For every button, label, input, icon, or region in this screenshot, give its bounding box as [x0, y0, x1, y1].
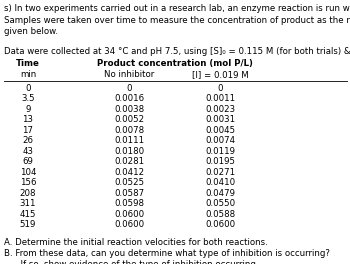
Text: 9: 9: [25, 105, 31, 114]
Text: Product concentration (mol P/L): Product concentration (mol P/L): [97, 59, 253, 68]
Text: 0.0410: 0.0410: [205, 178, 236, 187]
Text: s) In two experiments carried out in a research lab, an enzyme reaction is run w: s) In two experiments carried out in a r…: [4, 4, 350, 13]
Text: Time: Time: [16, 59, 40, 68]
Text: 69: 69: [22, 157, 34, 166]
Text: 156: 156: [20, 178, 36, 187]
Text: 0.0479: 0.0479: [205, 189, 236, 198]
Text: 3.5: 3.5: [21, 94, 35, 103]
Text: 0.0074: 0.0074: [205, 136, 236, 145]
Text: 208: 208: [20, 189, 36, 198]
Text: 104: 104: [20, 168, 36, 177]
Text: 0.0045: 0.0045: [205, 126, 236, 135]
Text: 13: 13: [22, 115, 34, 124]
Text: 43: 43: [22, 147, 34, 156]
Text: 26: 26: [22, 136, 34, 145]
Text: 0.0587: 0.0587: [114, 189, 145, 198]
Text: 415: 415: [20, 210, 36, 219]
Text: 0.0111: 0.0111: [114, 136, 145, 145]
Text: 0.0031: 0.0031: [205, 115, 236, 124]
Text: B. From these data, can you determine what type of inhibition is occurring?: B. From these data, can you determine wh…: [4, 249, 329, 258]
Text: 0.0016: 0.0016: [114, 94, 145, 103]
Text: 0: 0: [218, 84, 223, 93]
Text: 0.0598: 0.0598: [114, 199, 145, 208]
Text: 17: 17: [22, 126, 34, 135]
Text: 0.0600: 0.0600: [205, 220, 236, 229]
Text: min: min: [20, 70, 36, 79]
Text: A. Determine the initial reaction velocities for both reactions.: A. Determine the initial reaction veloci…: [4, 238, 267, 247]
Text: 0.0078: 0.0078: [114, 126, 145, 135]
Text: 0.0525: 0.0525: [114, 178, 145, 187]
Text: 0.0271: 0.0271: [205, 168, 236, 177]
Text: If so, show evidence of the type of inhibition occurring.: If so, show evidence of the type of inhi…: [4, 260, 258, 264]
Text: 0: 0: [127, 84, 132, 93]
Text: Data were collected at 34 °C and pH 7.5, using [S]₀ = 0.115 M (for both trials) : Data were collected at 34 °C and pH 7.5,…: [4, 46, 350, 56]
Text: 0.0412: 0.0412: [114, 168, 145, 177]
Text: 0.0281: 0.0281: [114, 157, 145, 166]
Text: 0.0550: 0.0550: [205, 199, 236, 208]
Text: No inhibitor: No inhibitor: [104, 70, 155, 79]
Text: 0.0588: 0.0588: [205, 210, 236, 219]
Text: 0.0023: 0.0023: [205, 105, 236, 114]
Text: 0.0600: 0.0600: [114, 210, 145, 219]
Text: 0.0052: 0.0052: [114, 115, 145, 124]
Text: 0.0011: 0.0011: [205, 94, 236, 103]
Text: 0.0119: 0.0119: [205, 147, 236, 156]
Text: 311: 311: [20, 199, 36, 208]
Text: Samples were taken over time to measure the concentration of product as the reac: Samples were taken over time to measure …: [4, 16, 350, 25]
Text: 519: 519: [20, 220, 36, 229]
Text: [I] = 0.019 M: [I] = 0.019 M: [192, 70, 249, 79]
Text: 0: 0: [25, 84, 31, 93]
Text: 0.0038: 0.0038: [114, 105, 145, 114]
Text: 0.0195: 0.0195: [205, 157, 236, 166]
Text: 0.0180: 0.0180: [114, 147, 145, 156]
Text: 0.0600: 0.0600: [114, 220, 145, 229]
Text: given below.: given below.: [4, 27, 57, 36]
